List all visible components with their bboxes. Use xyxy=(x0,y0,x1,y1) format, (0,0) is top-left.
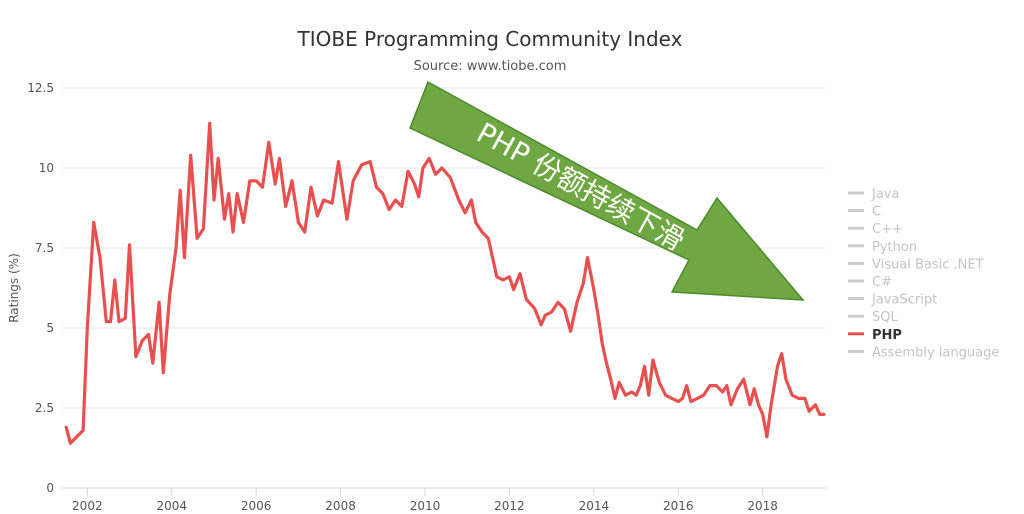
annotation-text: PHP 份额持续下滑 xyxy=(471,116,690,257)
y-axis-label: Ratings (%) xyxy=(7,253,21,323)
y-tick-label: 5 xyxy=(46,321,54,335)
legend-label: C xyxy=(872,205,881,220)
arrow-shape xyxy=(409,80,805,301)
y-tick-label: 2.5 xyxy=(35,401,54,415)
x-tick-label: 2018 xyxy=(747,499,778,513)
x-axis-ticks: 2002 2004 2006 2008 2010 2012 2014 2016 2018 xyxy=(72,488,778,513)
x-tick-label: 2014 xyxy=(579,499,610,513)
legend-label: Assembly language xyxy=(872,345,999,360)
legend-item[interactable]: SQL xyxy=(848,310,898,325)
legend-label: C# xyxy=(872,275,892,290)
legend-label: C++ xyxy=(872,222,903,237)
legend: Java C C++ Python Visual Basic .NET C# JavaScr… xyxy=(848,187,999,360)
legend-item[interactable]: Visual Basic .NET xyxy=(848,257,984,272)
y-tick-label: 0 xyxy=(46,481,54,495)
legend-item[interactable]: C# xyxy=(848,275,892,290)
x-tick-label: 2012 xyxy=(494,499,525,513)
y-tick-label: 7.5 xyxy=(35,241,54,255)
x-tick-label: 2010 xyxy=(410,499,441,513)
x-tick-label: 2006 xyxy=(241,499,272,513)
x-tick-label: 2002 xyxy=(72,499,103,513)
y-tick-label: 12.5 xyxy=(27,81,54,95)
x-tick-label: 2016 xyxy=(663,499,694,513)
legend-label: Python xyxy=(872,240,917,255)
legend-label: SQL xyxy=(872,310,898,325)
legend-item[interactable]: C xyxy=(848,205,881,220)
legend-item[interactable]: C++ xyxy=(848,222,903,237)
legend-label: Java xyxy=(871,187,899,202)
y-axis-ticks: 0 2.5 5 7.5 10 12.5 xyxy=(27,81,54,495)
chart-title: TIOBE Programming Community Index xyxy=(297,27,683,51)
legend-item[interactable]: JavaScript xyxy=(848,293,937,308)
series-layer xyxy=(64,121,826,445)
legend-item[interactable]: Python xyxy=(848,240,917,255)
x-tick-label: 2008 xyxy=(325,499,356,513)
legend-label: Visual Basic .NET xyxy=(872,257,984,272)
legend-item[interactable]: PHP xyxy=(848,328,902,343)
annotation-arrow: PHP 份额持续下滑 xyxy=(409,80,805,301)
series-line-php[interactable] xyxy=(64,121,826,445)
x-tick-label: 2004 xyxy=(156,499,187,513)
legend-item[interactable]: Java xyxy=(848,187,899,202)
y-tick-label: 10 xyxy=(39,161,54,175)
chart-subtitle: Source: www.tiobe.com xyxy=(414,59,567,74)
legend-label: JavaScript xyxy=(871,293,937,308)
legend-item[interactable]: Assembly language xyxy=(848,345,999,360)
legend-label: PHP xyxy=(872,328,902,343)
